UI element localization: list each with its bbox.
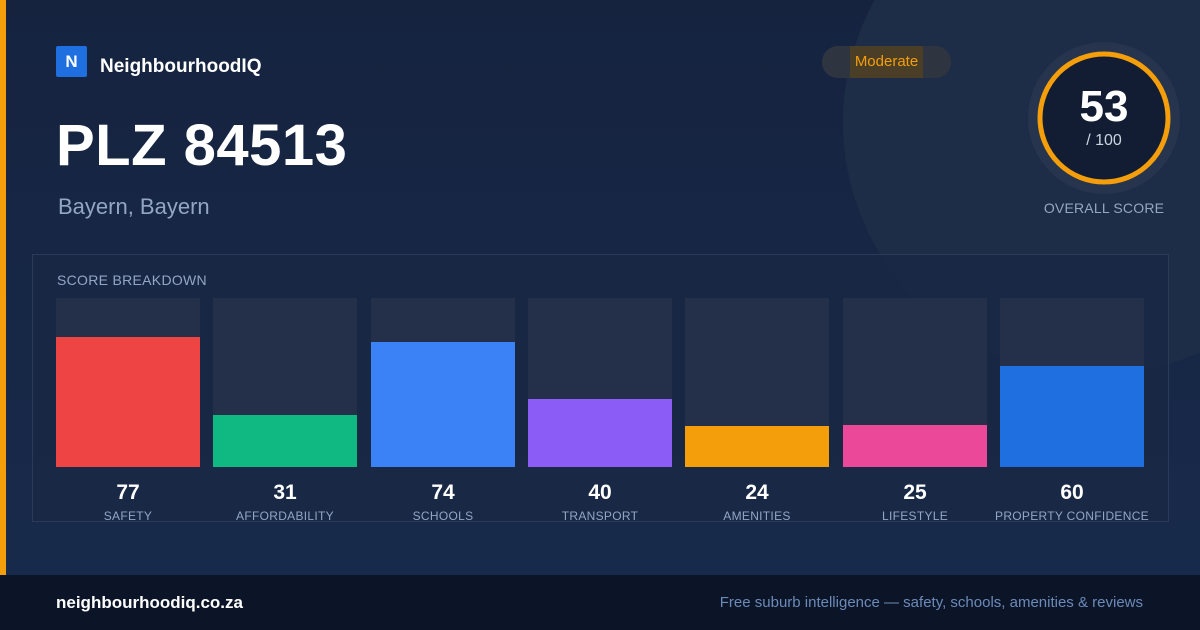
score-bar-transport: 40 TRANSPORT (528, 298, 672, 523)
overall-score-label: OVERALL SCORE (1043, 200, 1165, 216)
bar-value: 74 (431, 481, 455, 504)
bar-track (56, 298, 200, 467)
logo-icon: N (56, 46, 87, 77)
score-bar-affordability: 31 AFFORDABILITY (213, 298, 357, 523)
bar-label: LIFESTYLE (881, 509, 949, 523)
overall-score-ring (1028, 42, 1180, 194)
score-bar-lifestyle: 25 LIFESTYLE (843, 298, 987, 523)
bar-track (213, 298, 357, 467)
score-bar-schools: 74 SCHOOLS (371, 298, 515, 523)
bar-value: 31 (273, 481, 297, 504)
rating-badge: Moderate (822, 46, 951, 78)
accent-bar (0, 0, 6, 575)
bar-value: 25 (903, 481, 927, 504)
bar-label: TRANSPORT (561, 509, 639, 523)
bar-fill (685, 426, 829, 467)
bar-value: 24 (745, 481, 769, 504)
bar-value: 60 (1060, 481, 1084, 504)
score-bar-safety: 77 SAFETY (56, 298, 200, 523)
bar-value: 40 (588, 481, 612, 504)
location-subtitle: Bayern, Bayern (58, 194, 210, 219)
rating-badge-label: Moderate (854, 53, 919, 70)
footer-url[interactable]: neighbourhoodiq.co.za (56, 593, 243, 612)
bar-fill (213, 415, 357, 467)
bar-fill (843, 425, 987, 467)
bar-track (1000, 298, 1144, 467)
bar-fill (56, 337, 200, 467)
bar-label: AFFORDABILITY (236, 509, 334, 523)
bar-label: PROPERTY CONFIDENCE (995, 509, 1149, 523)
bar-track (371, 298, 515, 467)
bar-track (843, 298, 987, 467)
bar-fill (528, 399, 672, 467)
brand-name: NeighbourhoodIQ (100, 56, 262, 77)
breakdown-title: SCORE BREAKDOWN (57, 272, 207, 288)
footer-tagline: Free suburb intelligence — safety, schoo… (719, 594, 1143, 611)
bar-value: 77 (116, 481, 140, 504)
score-breakdown-panel: SCORE BREAKDOWN 77 SAFETY 31 AFFORDABILITY 7… (32, 254, 1169, 523)
bar-fill (1000, 366, 1144, 467)
footer: neighbourhoodiq.co.za Free suburb intell… (0, 575, 1200, 630)
bar-track (685, 298, 829, 467)
score-bar-amenities: 24 AMENITIES (685, 298, 829, 523)
share-card: N NeighbourhoodIQ PLZ 84513 Bayern, Baye… (0, 0, 1200, 575)
page-title: PLZ 84513 (56, 113, 348, 178)
overall-score-value: 53 (1079, 82, 1129, 131)
bar-label: SAFETY (103, 509, 153, 523)
score-bar-property-confidence: 60 PROPERTY CONFIDENCE (995, 298, 1149, 523)
overall-score-max: / 100 (1086, 132, 1122, 149)
logo-letter: N (65, 51, 78, 71)
bar-label: SCHOOLS (412, 509, 474, 523)
bar-track (528, 298, 672, 467)
score-ring-stroke (1037, 51, 1171, 185)
bar-fill (371, 342, 515, 467)
bar-label: AMENITIES (723, 509, 791, 523)
